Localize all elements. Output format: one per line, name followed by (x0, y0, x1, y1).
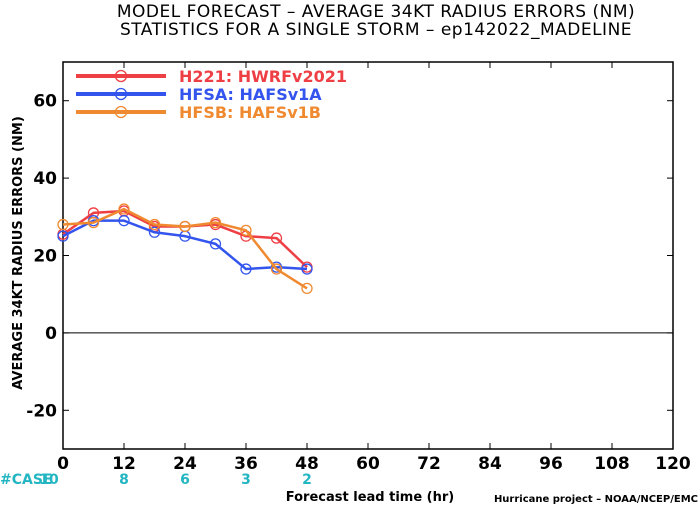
legend-marker (114, 69, 128, 83)
data-point (118, 203, 130, 215)
data-point (118, 215, 130, 227)
footer-credit: Hurricane project – NOAA/NCEP/EMC (494, 494, 698, 505)
legend-label: HFSA: HAFSv1A (179, 85, 322, 104)
data-point (57, 218, 69, 231)
case-row-label: #CASE (0, 472, 53, 488)
data-point (270, 263, 283, 275)
y-tick-label: 40 (33, 169, 57, 189)
x-tick-label: 96 (539, 454, 563, 474)
y-tick-label: 20 (33, 247, 57, 267)
data-point (57, 230, 69, 242)
data-point (209, 216, 222, 229)
case-count: 6 (180, 472, 190, 488)
case-count: 10 (39, 472, 59, 488)
data-point (148, 218, 161, 231)
data-point (240, 224, 252, 236)
y-axis-label: AVERAGE 34KT RADIUS ERRORS (NM) (11, 116, 26, 390)
x-tick-label: 0 (57, 454, 69, 474)
chart-title: MODEL FORECAST – AVERAGE 34KT RADIUS ERR… (117, 2, 635, 22)
x-tick-label: 48 (295, 454, 319, 474)
data-point (270, 232, 283, 244)
case-count: 8 (119, 472, 129, 488)
data-point (179, 220, 191, 233)
legend-label: H221: HWRFv2021 (179, 67, 347, 86)
data-point (209, 238, 222, 250)
chart-subtitle: STATISTICS FOR A SINGLE STORM – ep142022… (120, 20, 632, 40)
x-tick-label: 36 (234, 454, 258, 474)
x-tick-label: 72 (417, 454, 441, 474)
x-tick-label: 60 (356, 454, 380, 474)
x-tick-label: 120 (655, 454, 691, 474)
data-point (148, 226, 161, 238)
plot-frame (62, 61, 674, 450)
series-line (62, 207, 308, 290)
legend-label: HFSB: HAFSv1B (179, 103, 321, 122)
case-count: 2 (302, 472, 312, 488)
data-point (301, 282, 313, 295)
x-axis-label: Forecast lead time (hr) (286, 490, 454, 505)
y-tick-label: -20 (26, 401, 57, 421)
case-count: 3 (241, 472, 251, 488)
x-tick-label: 12 (112, 454, 136, 474)
y-tick-label: 0 (45, 324, 57, 344)
x-tick-label: 108 (594, 454, 630, 474)
y-tick-label: 60 (33, 92, 57, 112)
x-tick-label: 84 (478, 454, 502, 474)
x-tick-label: 24 (173, 454, 197, 474)
legend-marker (114, 87, 128, 101)
plot-area: 0 12 24 36 48 60 72 84 96 108 120 -20 0 20 40 60 H221: H… (26, 61, 691, 474)
legend-marker (114, 105, 128, 119)
data-point (240, 263, 252, 275)
data-point (301, 263, 313, 275)
data-point (87, 216, 100, 229)
series-line (62, 219, 308, 271)
